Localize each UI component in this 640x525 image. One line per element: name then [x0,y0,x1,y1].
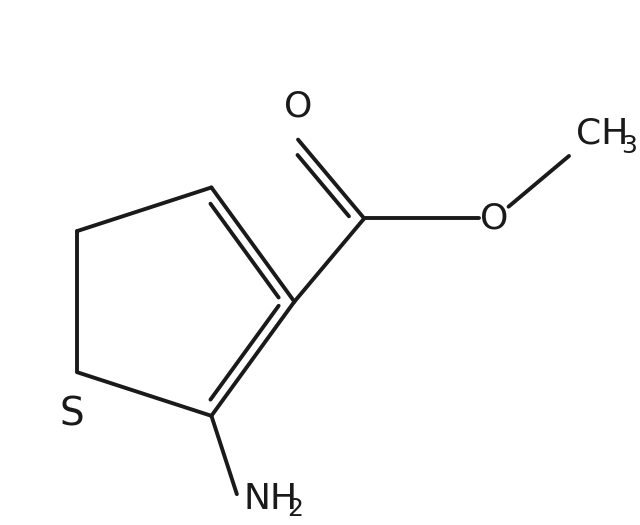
Text: 3: 3 [621,134,637,158]
Text: S: S [59,395,84,433]
Text: 2: 2 [287,497,303,521]
Text: NH: NH [244,482,298,516]
Text: CH: CH [576,116,628,150]
Text: O: O [481,202,509,235]
Text: O: O [284,90,312,123]
